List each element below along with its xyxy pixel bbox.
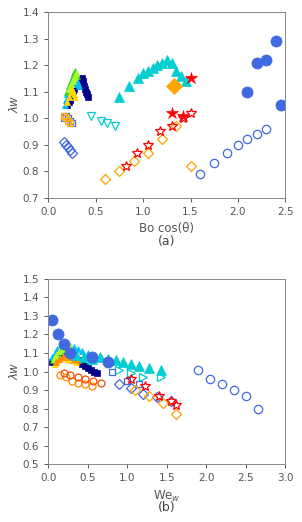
Text: (a): (a) (158, 234, 176, 247)
Text: (b): (b) (158, 501, 176, 514)
X-axis label: We$_w$: We$_w$ (153, 489, 181, 504)
Y-axis label: λw: λw (8, 97, 21, 113)
X-axis label: Bo cos(θ): Bo cos(θ) (139, 222, 194, 235)
Y-axis label: λw: λw (8, 363, 21, 380)
